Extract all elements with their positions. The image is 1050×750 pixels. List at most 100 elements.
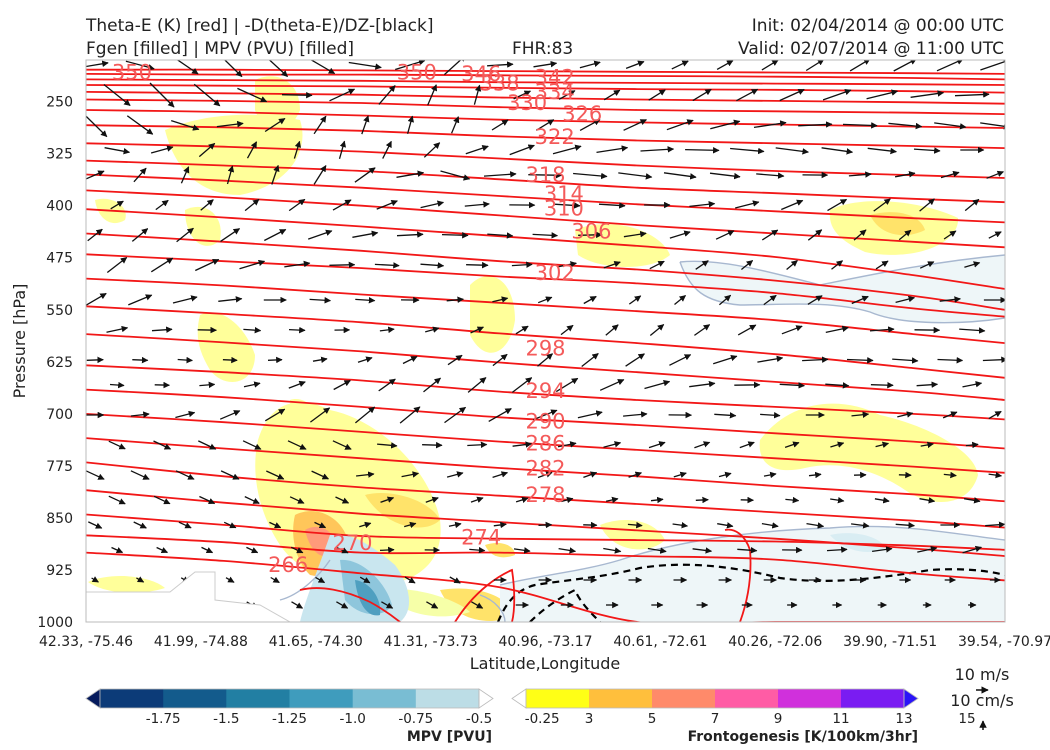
wind-vector [573, 172, 608, 180]
wind-vector [583, 471, 598, 479]
valid-time: Valid: 02/07/2014 @ 11:00 UTC [738, 39, 1004, 59]
wind-vector [289, 496, 305, 504]
wind-vector [467, 377, 487, 393]
wind-vector [329, 261, 356, 269]
x-tick-label: 40.61, -72.61 [613, 634, 707, 650]
colorbar-extend-left [511, 688, 527, 709]
theta-e-contour [86, 305, 1005, 379]
wind-vector [763, 471, 777, 479]
wind-vector [176, 227, 194, 243]
wind-vector [554, 202, 581, 209]
wind-vector [830, 441, 845, 448]
wind-vector [290, 546, 304, 554]
theta-e-contour [86, 208, 1005, 290]
wind-vector [869, 326, 895, 333]
wind-vector [674, 294, 687, 306]
wind-vector [718, 294, 732, 306]
wind-vector [108, 440, 126, 450]
wind-vector [848, 171, 872, 178]
vector-key-horizontal: 10 m/s [955, 665, 1010, 684]
wind-vector [512, 441, 533, 448]
wind-vector [131, 228, 149, 242]
colorbar-segment [589, 689, 653, 708]
filled-contour-region [165, 114, 303, 195]
wind-vector [533, 60, 558, 68]
filled-contour-region [485, 543, 515, 558]
wind-vector [288, 326, 306, 334]
wind-vector [287, 440, 307, 450]
wind-vector [694, 324, 711, 336]
wind-vector [663, 172, 697, 180]
wind-vector [199, 495, 216, 505]
wind-vector [603, 547, 622, 554]
theta-e-contour [86, 232, 1005, 311]
wind-vector [842, 122, 878, 129]
wind-vector [851, 411, 870, 418]
wind-vector [329, 88, 356, 102]
y-tick-label: 700 [46, 407, 73, 423]
wind-vector [942, 411, 958, 419]
wind-vector [193, 83, 221, 107]
wind-vector [962, 381, 983, 388]
theta-e-contour-label: 302 [535, 261, 575, 285]
wind-vector [382, 140, 392, 159]
wind-vector [596, 145, 629, 154]
wind-vector [892, 357, 919, 364]
wind-vector [293, 140, 302, 159]
wind-vector [988, 471, 1003, 479]
colorbar-tick-label: 5 [648, 711, 657, 727]
wind-vector [888, 122, 923, 130]
wind-vector [422, 441, 443, 449]
filled-contour-region [600, 520, 665, 550]
wind-vector [671, 60, 689, 70]
wind-vector [288, 380, 306, 389]
theta-e-contour-label: 270 [332, 531, 372, 555]
colorbar-extend-right [903, 688, 919, 709]
wind-vector [806, 522, 825, 529]
wind-vector [919, 198, 935, 212]
wind-vector [242, 440, 262, 450]
wind-vector [178, 521, 192, 529]
wind-vector [827, 198, 848, 212]
colorbar-frame [525, 688, 905, 709]
theta-e-contour [299, 587, 401, 622]
wind-vector [825, 325, 849, 334]
wind-vector [875, 260, 889, 270]
filled-contour-region [680, 255, 1005, 323]
mpv-contour-line [479, 594, 506, 622]
theta-e-contour-label: 330 [507, 91, 547, 115]
wind-vector [825, 382, 850, 389]
wind-vector [964, 261, 981, 268]
x-tick-label: 40.96, -73.17 [498, 634, 592, 650]
wind-vector [425, 326, 440, 333]
wind-vector [446, 296, 464, 303]
wind-vector [579, 60, 601, 69]
wind-vector [872, 546, 893, 553]
colorbar-segment [652, 689, 716, 708]
wind-vector [314, 521, 327, 529]
wind-vector [399, 406, 421, 424]
wind-vector [352, 230, 379, 238]
wind-vector [492, 353, 508, 367]
wind-vector [354, 167, 376, 183]
colorbar-tick-label: 13 [895, 711, 912, 727]
theta-e-contour [86, 173, 1005, 224]
wind-vector [448, 521, 462, 529]
wind-vector [171, 119, 200, 131]
wind-vector [964, 198, 980, 212]
wind-vector [91, 576, 99, 583]
wind-vector [986, 170, 1005, 179]
x-tick-label: 42.33, -75.46 [39, 634, 133, 650]
theta-e-contour-label: 282 [525, 457, 565, 481]
wind-vector [560, 324, 574, 336]
colorbar-extend-left [85, 688, 101, 709]
wind-vector [532, 232, 559, 239]
wind-vector [219, 410, 241, 420]
wind-vector [822, 88, 852, 101]
wind-vector [715, 230, 735, 240]
wind-vector [333, 379, 351, 391]
wind-vector [874, 497, 890, 504]
wind-vector [239, 259, 266, 270]
wind-vector [650, 496, 664, 504]
